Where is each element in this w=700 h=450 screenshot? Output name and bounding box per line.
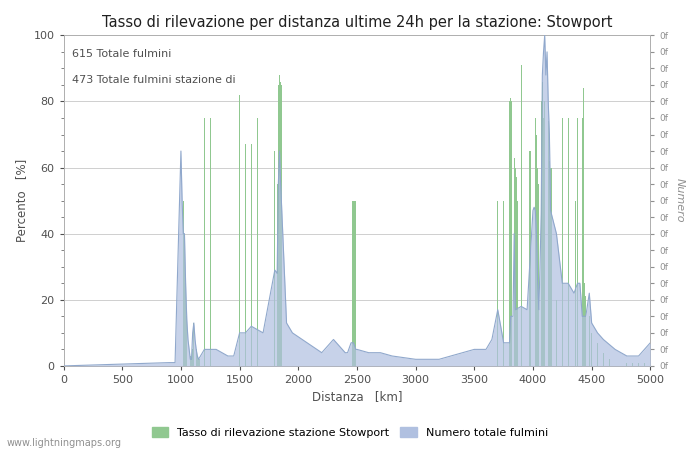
Bar bbox=[543, 118, 544, 366]
Bar bbox=[356, 201, 357, 366]
X-axis label: Distanza   [km]: Distanza [km] bbox=[312, 391, 402, 404]
Bar bbox=[184, 234, 185, 366]
Bar bbox=[529, 151, 530, 366]
Bar bbox=[609, 359, 610, 366]
Title: Tasso di rilevazione per distanza ultime 24h per la stazione: Stowport: Tasso di rilevazione per distanza ultime… bbox=[102, 15, 612, 30]
Bar bbox=[650, 363, 651, 366]
Bar bbox=[538, 184, 539, 366]
Bar bbox=[521, 65, 522, 366]
Bar bbox=[280, 81, 281, 366]
Text: www.lightningmaps.org: www.lightningmaps.org bbox=[7, 438, 122, 448]
Bar bbox=[584, 283, 585, 366]
Bar bbox=[257, 118, 258, 366]
Bar bbox=[274, 151, 275, 366]
Bar bbox=[352, 201, 353, 366]
Text: 615 Totale fulmini: 615 Totale fulmini bbox=[72, 49, 172, 58]
Bar bbox=[200, 359, 201, 366]
Bar bbox=[534, 98, 535, 366]
Bar bbox=[621, 359, 622, 366]
Bar bbox=[583, 88, 584, 366]
Bar bbox=[353, 201, 354, 366]
Bar bbox=[269, 201, 270, 366]
Text: 473 Totale fulmini stazione di: 473 Totale fulmini stazione di bbox=[72, 75, 236, 85]
Bar bbox=[536, 135, 537, 366]
Bar bbox=[644, 363, 645, 366]
Bar bbox=[574, 118, 575, 366]
Bar bbox=[198, 359, 199, 366]
Bar bbox=[556, 300, 557, 366]
Bar bbox=[509, 101, 510, 366]
Bar bbox=[632, 363, 633, 366]
Bar bbox=[581, 118, 582, 366]
Bar bbox=[597, 343, 598, 366]
Bar bbox=[549, 161, 550, 366]
Bar bbox=[510, 98, 511, 366]
Y-axis label: Percento   [%]: Percento [%] bbox=[15, 159, 28, 242]
Bar bbox=[182, 135, 183, 366]
Bar bbox=[503, 201, 504, 366]
Bar bbox=[638, 363, 639, 366]
Bar bbox=[245, 144, 246, 366]
Bar bbox=[189, 349, 190, 366]
Bar bbox=[210, 118, 211, 366]
Bar bbox=[278, 85, 279, 366]
Bar bbox=[491, 201, 492, 366]
Bar bbox=[196, 349, 197, 366]
Bar bbox=[251, 144, 252, 366]
Legend: Tasso di rilevazione stazione Stowport, Numero totale fulmini: Tasso di rilevazione stazione Stowport, … bbox=[147, 423, 553, 442]
Bar bbox=[516, 177, 517, 366]
Bar bbox=[279, 75, 280, 366]
Bar bbox=[515, 167, 516, 366]
Bar bbox=[519, 81, 520, 366]
Bar bbox=[535, 118, 536, 366]
Bar bbox=[283, 151, 284, 366]
Bar bbox=[548, 122, 549, 366]
Bar bbox=[545, 68, 546, 366]
Bar bbox=[517, 201, 518, 366]
Bar bbox=[526, 118, 527, 366]
Bar bbox=[585, 297, 586, 366]
Bar bbox=[276, 184, 277, 366]
Bar bbox=[512, 118, 513, 366]
Bar bbox=[186, 316, 187, 366]
Bar bbox=[562, 118, 563, 366]
Bar bbox=[354, 201, 355, 366]
Bar bbox=[239, 95, 240, 366]
Bar bbox=[541, 101, 542, 366]
Bar bbox=[626, 363, 627, 366]
Bar bbox=[542, 81, 543, 366]
Bar bbox=[262, 122, 263, 366]
Bar bbox=[199, 359, 200, 366]
Y-axis label: Numero: Numero bbox=[675, 178, 685, 223]
Bar bbox=[191, 359, 192, 366]
Bar bbox=[281, 85, 282, 366]
Bar bbox=[550, 167, 551, 366]
Bar bbox=[193, 323, 194, 366]
